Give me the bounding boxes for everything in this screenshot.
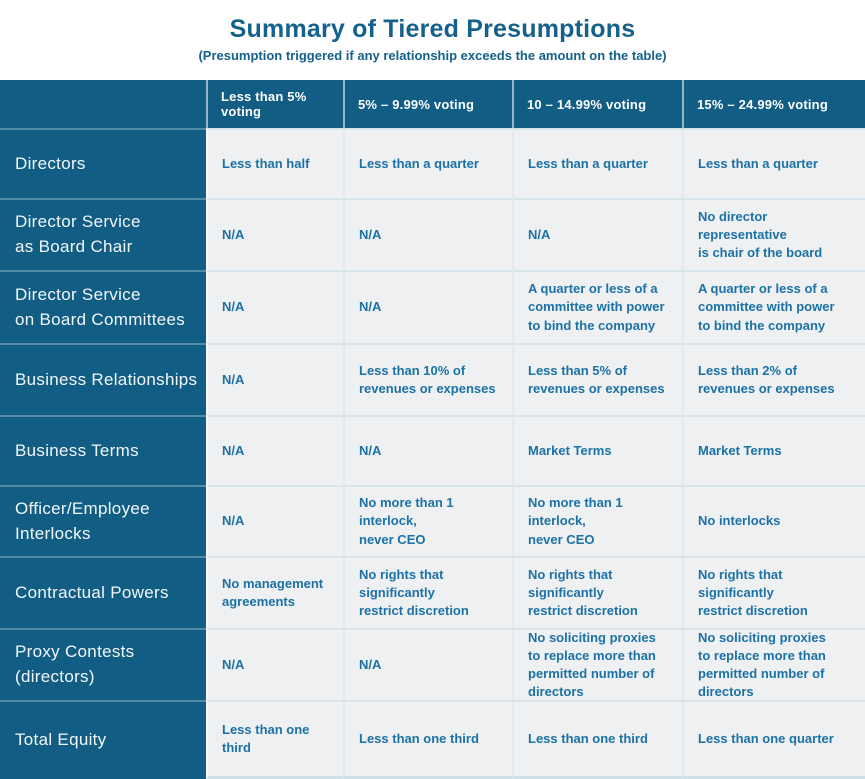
row-label-cell: Director Service on Board Committees xyxy=(0,270,206,343)
table-corner-cell xyxy=(0,80,206,128)
data-cell: A quarter or less of a committee with po… xyxy=(512,270,682,343)
data-cell: Less than a quarter xyxy=(343,128,512,198)
page-subtitle: (Presumption triggered if any relationsh… xyxy=(198,48,667,63)
data-cell: Less than one third xyxy=(206,700,343,779)
data-cell: N/A xyxy=(206,270,343,343)
data-cell: No more than 1 interlock, never CEO xyxy=(343,485,512,556)
row-label-cell: Officer/Employee Interlocks xyxy=(0,485,206,556)
data-cell: No rights that significantly restrict di… xyxy=(343,556,512,628)
data-cell: Less than one third xyxy=(512,700,682,779)
data-cell: N/A xyxy=(206,628,343,700)
page-title: Summary of Tiered Presumptions xyxy=(229,15,636,43)
data-cell: Market Terms xyxy=(512,415,682,485)
row-label-cell: Business Terms xyxy=(0,415,206,485)
data-cell: Less than a quarter xyxy=(682,128,865,198)
data-cell: No director representative is chair of t… xyxy=(682,198,865,270)
data-cell: Less than 10% of revenues or expenses xyxy=(343,343,512,415)
data-cell: No rights that significantly restrict di… xyxy=(512,556,682,628)
data-cell: Less than 2% of revenues or expenses xyxy=(682,343,865,415)
row-label-cell: Director Service as Board Chair xyxy=(0,198,206,270)
row-label-cell: Total Equity xyxy=(0,700,206,779)
row-label-cell: Business Relationships xyxy=(0,343,206,415)
column-header-cell: 10 – 14.99% voting xyxy=(512,80,682,128)
data-cell: Less than half xyxy=(206,128,343,198)
data-cell: N/A xyxy=(343,415,512,485)
data-cell: N/A xyxy=(206,343,343,415)
data-cell: N/A xyxy=(343,270,512,343)
presumptions-table: Less than 5% voting 5% – 9.99% voting 10 –… xyxy=(0,80,865,779)
data-cell: Less than one third xyxy=(343,700,512,779)
column-header-cell: 5% – 9.99% voting xyxy=(343,80,512,128)
row-label-cell: Contractual Powers xyxy=(0,556,206,628)
data-cell: A quarter or less of a committee with po… xyxy=(682,270,865,343)
data-cell: No management agreements xyxy=(206,556,343,628)
column-header-cell: Less than 5% voting xyxy=(206,80,343,128)
row-label-cell: Proxy Contests (directors) xyxy=(0,628,206,700)
data-cell: No interlocks xyxy=(682,485,865,556)
column-header-cell: 15% – 24.99% voting xyxy=(682,80,865,128)
data-cell: N/A xyxy=(206,415,343,485)
data-cell: Market Terms xyxy=(682,415,865,485)
data-cell: N/A xyxy=(206,198,343,270)
data-cell: No more than 1 interlock, never CEO xyxy=(512,485,682,556)
data-cell: N/A xyxy=(512,198,682,270)
page-header: Summary of Tiered Presumptions (Presumpt… xyxy=(0,0,865,80)
data-cell: N/A xyxy=(343,628,512,700)
data-cell: Less than a quarter xyxy=(512,128,682,198)
row-label-cell: Directors xyxy=(0,128,206,198)
data-cell: N/A xyxy=(343,198,512,270)
data-cell: No soliciting proxies to replace more th… xyxy=(682,628,865,700)
data-cell: No soliciting proxies to replace more th… xyxy=(512,628,682,700)
data-cell: Less than one quarter xyxy=(682,700,865,779)
data-cell: Less than 5% of revenues or expenses xyxy=(512,343,682,415)
data-cell: N/A xyxy=(206,485,343,556)
data-cell: No rights that significantly restrict di… xyxy=(682,556,865,628)
